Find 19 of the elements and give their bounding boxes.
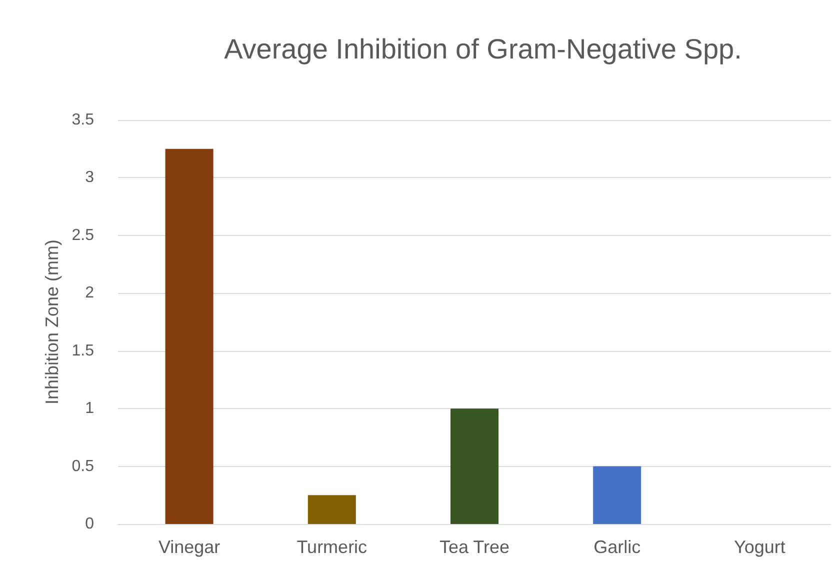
x-tick-label: Yogurt (734, 537, 786, 557)
bar (593, 466, 642, 524)
x-tick-label: Garlic (594, 537, 641, 557)
bar (308, 495, 356, 524)
y-tick-label: 0.5 (72, 458, 94, 475)
chart-title: Average Inhibition of Gram-Negative Spp. (224, 34, 742, 64)
x-tick-label: Turmeric (296, 537, 368, 557)
y-tick-label: 2 (85, 284, 94, 302)
x-tick-label: Vinegar (158, 537, 220, 557)
y-tick-label: 2.5 (72, 226, 94, 244)
y-tick-label: 3.5 (72, 112, 94, 128)
bar (450, 408, 498, 524)
x-tick-label: Tea Tree (439, 537, 510, 557)
y-tick-label: 3 (85, 169, 94, 186)
bar (165, 148, 214, 524)
y-tick-label: 1 (85, 400, 94, 418)
y-tick-label: 0 (85, 516, 94, 532)
y-tick-label: 1.5 (72, 342, 94, 360)
y-axis-title: Inhibition Zone (mm) (42, 239, 62, 405)
